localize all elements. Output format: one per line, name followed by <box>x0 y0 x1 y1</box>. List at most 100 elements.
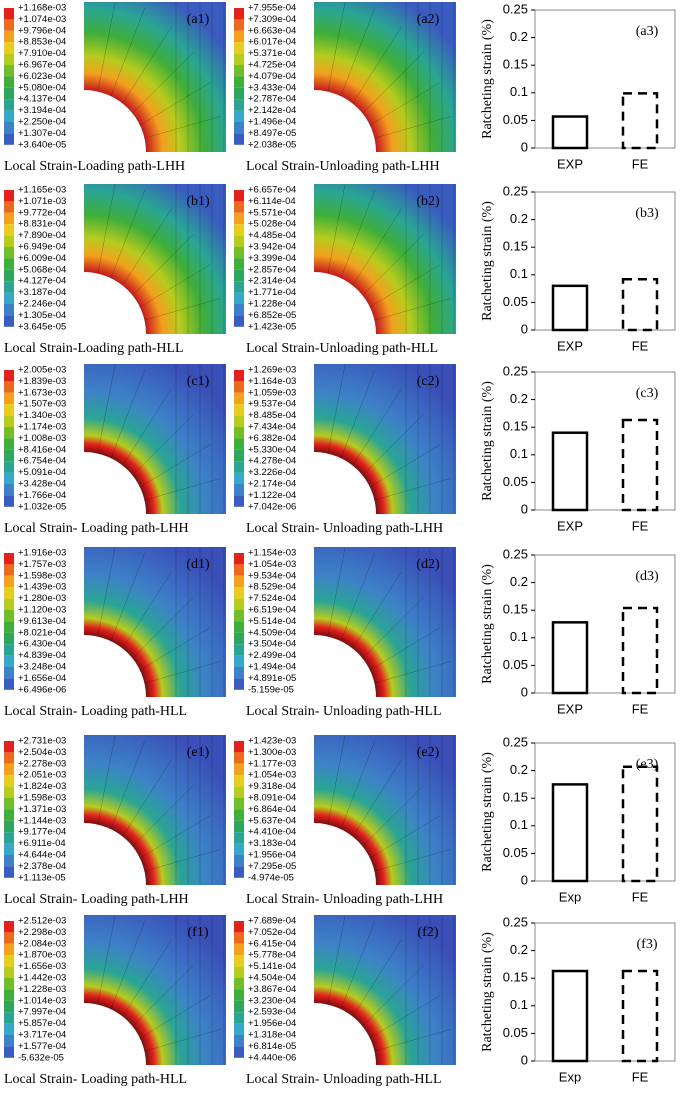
legend-swatch <box>234 989 244 1001</box>
y-tick-label: 0.25 <box>503 363 528 378</box>
legend-label: +7.890e-04 <box>18 230 66 241</box>
mesh-line <box>97 363 116 454</box>
legend-swatch <box>234 19 244 31</box>
panel-label: (d3) <box>635 569 659 584</box>
legend-swatch <box>234 304 244 316</box>
legend-label: +8.091e-04 <box>248 793 296 804</box>
legend-swatch <box>4 133 14 145</box>
mesh-line <box>110 740 145 830</box>
legend-label: +1.757e-03 <box>18 559 66 570</box>
legend-swatch <box>4 235 14 247</box>
legend-swatch <box>4 292 14 304</box>
legend-swatch <box>234 30 244 43</box>
legend-swatch <box>234 201 244 213</box>
legend-label: +1.824e-03 <box>18 781 66 792</box>
legend-label: +3.194e-04 <box>18 105 66 116</box>
legend-label: +1.956e-04 <box>248 850 296 861</box>
x-tick-label: EXP <box>557 156 583 171</box>
mesh-line <box>97 914 116 1005</box>
y-tick-label: 0.25 <box>503 734 528 749</box>
legend-label: +7.997e-04 <box>18 1007 66 1018</box>
mesh-line <box>139 627 211 671</box>
legend-label: +1.269e-03 <box>248 365 296 376</box>
mesh-line <box>122 26 172 104</box>
legend-label: +7.434e-04 <box>248 422 296 433</box>
panel-label: (f3) <box>637 937 658 952</box>
contour-plot <box>84 364 226 514</box>
caption: Local Strain-Loading path-LHH <box>4 159 185 174</box>
mesh-line <box>352 571 402 649</box>
legend-swatch <box>234 415 244 427</box>
legend-swatch <box>234 404 244 416</box>
legend-label: +1.300e-03 <box>248 747 296 758</box>
mesh-line <box>132 52 194 114</box>
legend-swatch <box>234 122 244 134</box>
legend-label: +1.165e-03 <box>18 185 66 196</box>
x-tick-label: FE <box>632 889 649 904</box>
mesh-line <box>352 939 402 1017</box>
mesh-line <box>362 965 424 1027</box>
y-tick-label: 0.15 <box>503 970 528 985</box>
legend-swatch <box>4 587 14 599</box>
y-axis-label: Ratcheting strain (%) <box>480 19 495 139</box>
legend-swatch <box>4 843 14 855</box>
mesh-line <box>369 815 441 859</box>
legend-swatch <box>234 1000 244 1013</box>
legend-swatch <box>4 110 14 122</box>
mesh-line <box>369 444 441 488</box>
legend-label: +2.857e-04 <box>248 264 296 275</box>
legend-label: +6.949e-04 <box>18 242 66 253</box>
legend-label: +7.955e-04 <box>248 3 296 14</box>
legend-swatch <box>234 932 244 944</box>
y-tick-label: 0.15 <box>503 57 528 72</box>
legend-label: +5.637e-04 <box>248 815 296 826</box>
legend-label: +6.430e-04 <box>18 639 66 650</box>
legend-label: +1.305e-04 <box>18 310 66 321</box>
legend-swatch <box>4 42 14 54</box>
legend-label: +1.054e-03 <box>248 770 296 781</box>
legend-label: +9.613e-04 <box>18 616 66 627</box>
caption: Local Strain- Unloading path-HLL <box>246 704 442 719</box>
legend-label: +1.656e-03 <box>18 961 66 972</box>
caption: Local Strain- Loading path-HLL <box>4 704 187 719</box>
y-tick-label: 0 <box>521 1052 528 1067</box>
bar <box>551 783 589 883</box>
legend-swatch <box>234 212 244 225</box>
legend-swatch <box>4 258 14 270</box>
legend-swatch <box>234 87 244 100</box>
plot-frame <box>534 922 676 1062</box>
mesh-line <box>139 82 211 126</box>
legend-label: +3.645e-05 <box>18 321 66 332</box>
legend-label: +1.074e-03 <box>18 14 66 25</box>
legend-label: +8.529e-04 <box>248 582 296 593</box>
mesh-line <box>352 26 402 104</box>
mesh-line <box>110 7 145 97</box>
legend-swatch <box>4 1023 14 1035</box>
y-axis-label: Ratcheting strain (%) <box>480 201 495 321</box>
legend-swatch <box>4 932 14 944</box>
legend-swatch <box>234 1023 244 1035</box>
legend-label: +7.524e-04 <box>248 593 296 604</box>
legend-label: +2.731e-03 <box>18 736 66 747</box>
legend-label: +3.248e-04 <box>18 662 66 673</box>
legend-swatch <box>234 809 244 821</box>
mesh-line <box>132 414 194 476</box>
legend-swatch <box>4 741 14 753</box>
legend-swatch <box>234 553 244 565</box>
legend-label: +3.504e-04 <box>248 639 296 650</box>
legend-swatch <box>4 201 14 213</box>
legend-label: +6.911e-04 <box>18 838 66 849</box>
legend-label: +9.177e-04 <box>18 827 66 838</box>
legend-swatch <box>4 484 14 496</box>
bar <box>621 418 659 512</box>
mesh-line <box>374 478 451 501</box>
legend-label: +3.640e-05 <box>18 139 66 150</box>
legend-label: +9.796e-04 <box>18 25 66 36</box>
legend-swatch <box>234 798 244 810</box>
plot-frame <box>534 742 676 882</box>
mesh-line <box>132 597 194 659</box>
legend-label: +1.507e-03 <box>18 399 66 410</box>
legend-label: +5.330e-04 <box>248 444 296 455</box>
y-axis-label: Ratcheting strain (%) <box>480 932 495 1052</box>
mesh-line <box>340 189 375 279</box>
